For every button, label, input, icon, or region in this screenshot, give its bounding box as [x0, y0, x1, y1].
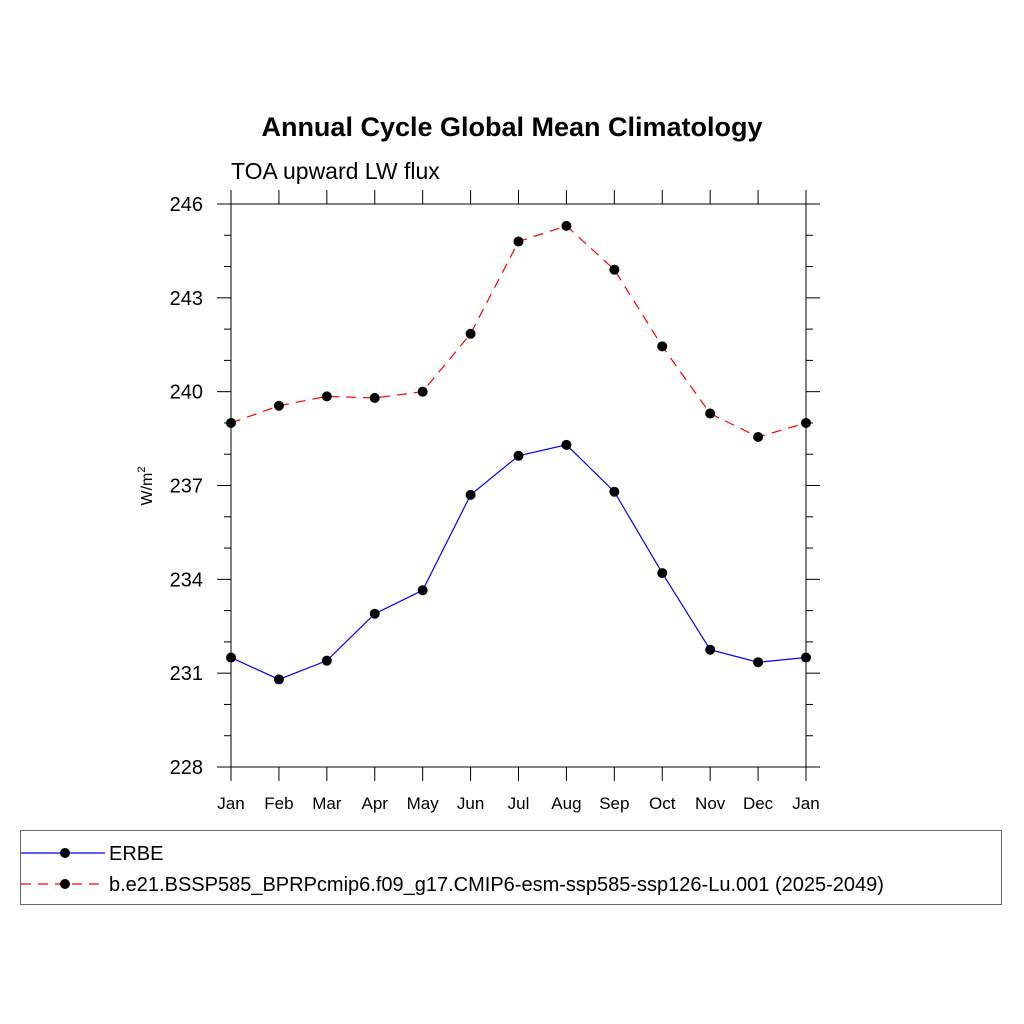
x-tick-label: Nov: [695, 794, 726, 813]
data-point-s1-12: [801, 417, 811, 428]
x-tick-label: Dec: [743, 794, 774, 813]
y-axis-label: W/m2: [136, 467, 156, 506]
x-tick-label: May: [407, 794, 440, 813]
x-tick-label: Mar: [312, 794, 342, 813]
legend-line-model: [21, 879, 105, 889]
legend: ERBE b.e21.BSSP585_BPRPcmip6.f09_g17.CMI…: [20, 830, 1002, 905]
x-tick-label: Jan: [217, 794, 244, 813]
x-tick-label: Aug: [551, 794, 581, 813]
plot-frame: [230, 203, 807, 768]
data-point-s0-0: [226, 652, 236, 663]
data-point-s1-7: [561, 220, 572, 231]
x-tick-label: Jan: [792, 794, 819, 813]
y-tick-label: 246: [170, 194, 203, 216]
chart-title: Annual Cycle Global Mean Climatology: [261, 112, 763, 142]
series-line-1: [230, 225, 807, 438]
y-tick-label: 228: [170, 757, 203, 779]
x-tick-label: Jun: [457, 794, 484, 813]
legend-label-erbe: ERBE: [109, 843, 164, 865]
data-point-s0-9: [657, 568, 668, 579]
data-point-s1-4: [417, 386, 428, 397]
data-point-s1-6: [513, 236, 524, 247]
y-tick-label: 243: [170, 288, 203, 310]
x-tick-label: Feb: [264, 794, 293, 813]
data-point-s1-11: [753, 432, 764, 443]
data-point-s0-6: [513, 450, 524, 461]
x-tick-label: Jul: [508, 794, 530, 813]
data-point-s1-8: [609, 264, 620, 275]
data-point-s1-2: [321, 391, 332, 402]
y-tick-label: 240: [170, 382, 203, 404]
x-tick-label: Apr: [362, 794, 389, 813]
data-point-s0-8: [609, 486, 620, 497]
y-tick-label: 231: [170, 663, 203, 685]
y-tick-label: 234: [170, 569, 203, 591]
data-point-s0-7: [561, 439, 572, 450]
data-point-s1-1: [273, 400, 284, 411]
data-point-s0-11: [753, 657, 764, 668]
chart-subtitle: TOA upward LW flux: [231, 158, 440, 184]
data-point-s0-4: [417, 585, 428, 596]
y-tick-label: 237: [170, 476, 203, 498]
data-point-s1-5: [465, 328, 476, 339]
legend-item-erbe: ERBE: [21, 839, 1001, 869]
legend-line-erbe: [21, 848, 105, 858]
data-point-s1-0: [226, 417, 236, 428]
data-point-s0-12: [801, 652, 811, 663]
x-tick-label: Oct: [649, 794, 676, 813]
data-point-s0-1: [273, 674, 284, 685]
data-point-s0-5: [465, 489, 476, 500]
legend-item-model: b.e21.BSSP585_BPRPcmip6.f09_g17.CMIP6-es…: [21, 870, 1001, 900]
series-line-0: [230, 444, 807, 681]
data-point-s0-10: [705, 644, 716, 655]
data-point-s1-10: [705, 408, 716, 419]
legend-label-model: b.e21.BSSP585_BPRPcmip6.f09_g17.CMIP6-es…: [109, 874, 884, 896]
x-tick-label: Sep: [599, 794, 629, 813]
data-point-s0-2: [321, 655, 332, 666]
data-point-s1-9: [657, 341, 668, 352]
data-point-s1-3: [369, 392, 380, 403]
data-point-s0-3: [369, 608, 380, 619]
